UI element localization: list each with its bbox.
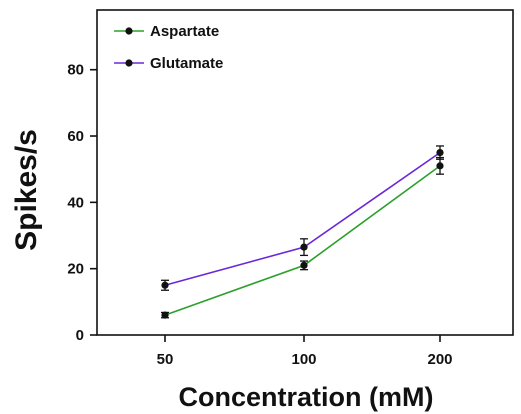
- legend-marker: [125, 27, 133, 35]
- data-point-glutamate: [436, 149, 444, 157]
- data-point-glutamate: [161, 281, 169, 289]
- y-axis-title: Spikes/s: [10, 129, 43, 251]
- y-tick-label: 40: [67, 194, 84, 211]
- data-point-aspartate: [436, 162, 444, 170]
- data-point-aspartate: [300, 261, 308, 269]
- legend-label-aspartate: Aspartate: [150, 23, 219, 40]
- y-tick-label: 20: [67, 261, 84, 278]
- data-point-glutamate: [300, 243, 308, 251]
- series-line-aspartate: [164, 165, 441, 316]
- x-tick-label: 200: [427, 351, 452, 368]
- y-tick-label: 60: [67, 128, 84, 145]
- y-tick-label: 80: [67, 62, 84, 79]
- data-point-aspartate: [161, 311, 169, 319]
- legend-marker: [125, 59, 133, 67]
- y-tick-label: 0: [76, 327, 84, 344]
- x-tick-label: 100: [291, 351, 316, 368]
- legend-label-glutamate: Glutamate: [150, 55, 223, 72]
- x-axis-title: Concentration (mM): [179, 382, 434, 412]
- plot-frame: [96, 9, 514, 336]
- x-tick-label: 50: [157, 351, 174, 368]
